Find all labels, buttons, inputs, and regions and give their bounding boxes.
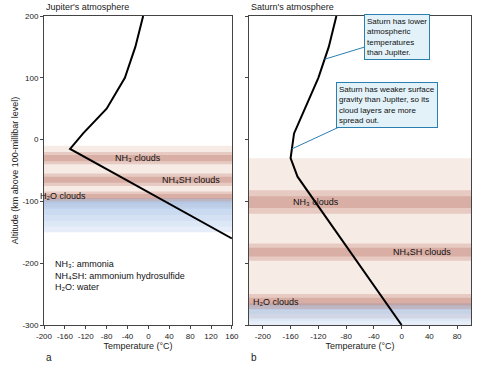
svg-text:40: 40 (425, 332, 434, 341)
svg-text:-80: -80 (101, 332, 113, 341)
svg-text:H₂O clouds: H₂O clouds (253, 297, 299, 307)
svg-text:NH₃ clouds: NH₃ clouds (293, 197, 339, 207)
svg-text:0: 0 (146, 332, 151, 341)
svg-text:120: 120 (204, 332, 218, 341)
svg-text:-120: -120 (310, 332, 327, 341)
svg-text:-40: -40 (122, 332, 134, 341)
svg-text:80: 80 (453, 332, 462, 341)
svg-text:80: 80 (186, 332, 195, 341)
svg-text:200: 200 (25, 12, 39, 21)
svg-text:a: a (46, 352, 52, 363)
svg-text:NH₃: ammoniaNH₄SH: ammonium hy: NH₃: ammoniaNH₄SH: ammonium hydrosulfide… (55, 259, 185, 292)
svg-text:0: 0 (34, 135, 39, 144)
svg-text:Saturn's atmosphere: Saturn's atmosphere (251, 2, 334, 12)
svg-text:0: 0 (399, 332, 404, 341)
svg-text:Altitude (km above 100-milliba: Altitude (km above 100-millibar level) (10, 97, 20, 245)
svg-text:Temperature (°C): Temperature (°C) (103, 341, 172, 351)
svg-text:-200: -200 (22, 259, 39, 268)
svg-text:100: 100 (25, 74, 39, 83)
svg-text:NH₃ clouds: NH₃ clouds (115, 153, 161, 163)
svg-text:-300: -300 (22, 321, 39, 330)
svg-text:-200: -200 (36, 332, 53, 341)
svg-text:H₂O clouds: H₂O clouds (40, 191, 86, 201)
svg-text:-80: -80 (340, 332, 352, 341)
svg-text:NH₄SH clouds: NH₄SH clouds (162, 175, 220, 185)
svg-text:-200: -200 (255, 332, 272, 341)
svg-text:-100: -100 (22, 197, 39, 206)
svg-text:-160: -160 (283, 332, 300, 341)
svg-text:-40: -40 (368, 332, 380, 341)
svg-text:Saturn has loweratmospherictem: Saturn has loweratmospherictemperaturest… (367, 17, 427, 57)
svg-text:b: b (251, 352, 257, 363)
svg-text:Temperature (°C): Temperature (°C) (325, 341, 394, 351)
svg-text:Jupiter's atmosphere: Jupiter's atmosphere (46, 2, 129, 12)
svg-text:Saturn has weaker surfacegravi: Saturn has weaker surfacegravity than Ju… (339, 85, 435, 125)
svg-text:NH₄SH clouds: NH₄SH clouds (393, 247, 451, 257)
svg-text:40: 40 (165, 332, 174, 341)
svg-text:160: 160 (225, 332, 239, 341)
svg-text:-160: -160 (57, 332, 74, 341)
svg-text:-120: -120 (78, 332, 95, 341)
